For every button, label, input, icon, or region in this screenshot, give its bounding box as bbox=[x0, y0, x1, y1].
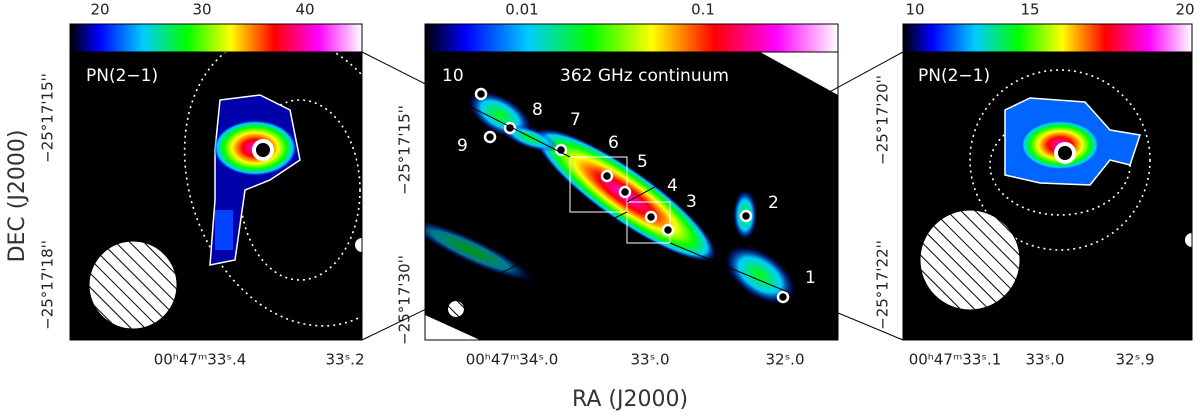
left-image bbox=[70, 52, 362, 340]
x-tick-label: 00ʰ47ᵐ34ˢ.0 bbox=[466, 351, 559, 369]
colorbar-label: 20 bbox=[1175, 1, 1194, 19]
source-label: 1 bbox=[805, 268, 816, 288]
y-tick-label: −25°17'15'' bbox=[396, 105, 414, 195]
x-tick-label: 00ʰ47ᵐ33ˢ.1 bbox=[909, 351, 1002, 369]
y-axis-label: DEC (J2000) bbox=[5, 130, 30, 263]
colorbar-label: 10 bbox=[905, 1, 924, 19]
source-label: 2 bbox=[768, 193, 779, 213]
panel-label: 362 GHz continuum bbox=[560, 66, 729, 86]
x-tick-label: 33ˢ.0 bbox=[631, 351, 670, 369]
x-tick-label: 32ˢ.9 bbox=[1116, 351, 1155, 369]
source-label: 9 bbox=[457, 136, 468, 156]
y-tick-label: −25°17'18'' bbox=[39, 240, 57, 330]
colorbar-label: 20 bbox=[90, 1, 109, 19]
source-label: 8 bbox=[532, 100, 543, 120]
colorbar-label: 0.1 bbox=[691, 1, 715, 19]
x-axis-label: RA (J2000) bbox=[572, 387, 688, 412]
source-label: 5 bbox=[637, 152, 648, 172]
x-tick-label: 00ʰ47ᵐ33ˢ.4 bbox=[154, 351, 247, 369]
y-tick-label: −25°17'20'' bbox=[874, 75, 892, 165]
source-label: 7 bbox=[570, 110, 581, 130]
colorbar bbox=[69, 23, 363, 53]
colorbar-label: 0.01 bbox=[505, 1, 538, 19]
y-tick-label: −25°17'22'' bbox=[874, 240, 892, 330]
panel-label: PN(2−1) bbox=[86, 66, 158, 86]
colorbar bbox=[424, 23, 839, 53]
source-label: 10 bbox=[442, 66, 464, 86]
y-tick-label: −25°17'15'' bbox=[39, 73, 57, 163]
colorbar-label: 30 bbox=[192, 1, 211, 19]
middle-image bbox=[425, 52, 838, 340]
panel-label: PN(2−1) bbox=[918, 66, 990, 86]
source-label: 6 bbox=[608, 133, 619, 153]
zoom-lines bbox=[361, 51, 904, 341]
source-label: 3 bbox=[686, 192, 697, 212]
colorbar bbox=[902, 23, 1193, 53]
colorbar-label: 40 bbox=[295, 1, 314, 19]
source-label: 4 bbox=[667, 176, 678, 196]
colorbar-label: 15 bbox=[1020, 1, 1039, 19]
x-tick-label: 33ˢ.0 bbox=[1026, 351, 1065, 369]
right-image bbox=[903, 52, 1192, 340]
x-tick-label: 33ˢ.2 bbox=[326, 351, 365, 369]
y-tick-label: −25°17'30'' bbox=[396, 255, 414, 345]
x-tick-label: 32ˢ.0 bbox=[766, 351, 805, 369]
